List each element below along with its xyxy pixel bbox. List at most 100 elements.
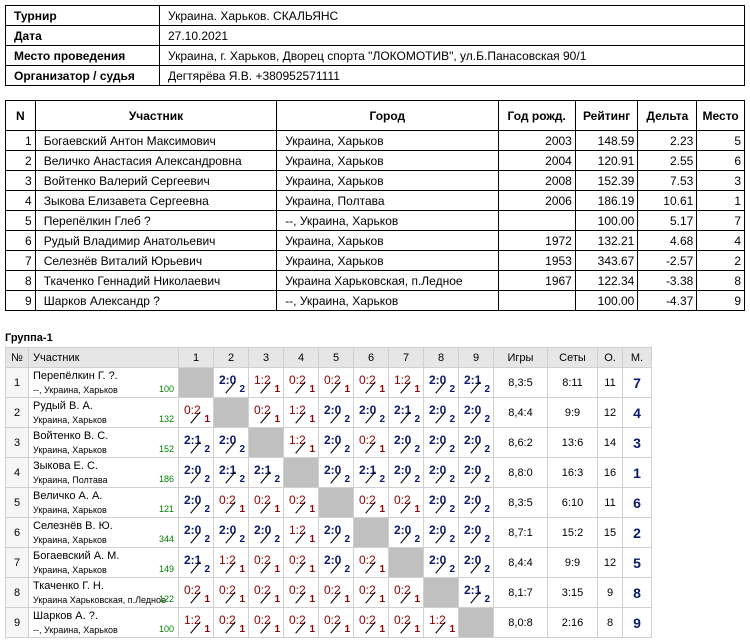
player-name: Величко А. А.: [33, 490, 103, 502]
result-cell: 2:0 2: [353, 397, 389, 428]
sets-total: 2:16: [547, 607, 598, 638]
crosstable-row: 2 Рудый В. А. Украина, Харьков 132 0:2 1 0:2 1 1…: [5, 397, 652, 428]
participant-cell: 3: [696, 170, 745, 191]
participants-header: Участник: [34, 100, 278, 131]
match-score: 2:0: [464, 433, 482, 447]
match-points: 2: [344, 444, 350, 455]
match-points: 2: [379, 474, 385, 485]
participant-cell: [497, 290, 576, 311]
player-name: Ткаченко Г. Н.: [33, 580, 104, 592]
points-total: 16: [597, 457, 623, 488]
result-cell: 2:0 2: [423, 457, 459, 488]
match-points: 2: [449, 564, 455, 575]
diagonal-cell: [458, 607, 494, 638]
participant-row: 4 Зыкова Елизавета Сергеевна Украина, Полт…: [5, 190, 745, 211]
diagonal-cell: [353, 517, 389, 548]
participant-cell: 2.55: [637, 150, 698, 171]
participant-cell: 4: [5, 190, 36, 211]
result-cell: 2:0 2: [458, 547, 494, 578]
participant-cell: 7: [5, 250, 36, 271]
result-cell: 2:0 2: [458, 427, 494, 458]
match-score: 2:0: [464, 493, 482, 507]
games-total: 8,3:5: [493, 367, 548, 398]
participant-cell: Перепёлкин Глеб ?: [34, 210, 278, 231]
info-row: Турнир Украина. Харьков. СКАЛЬЯНС: [5, 5, 745, 26]
info-label: Организатор / судья: [5, 65, 160, 86]
participant-cell: Украина Харьковская, п.Ледное: [276, 270, 499, 291]
match-points: 2: [449, 474, 455, 485]
match-score: 2:0: [324, 553, 342, 567]
match-score: 2:0: [394, 523, 412, 537]
match-points: 1: [309, 624, 315, 635]
match-points: 1: [274, 384, 280, 395]
diagonal-cell: [318, 487, 354, 518]
match-score: 2:0: [219, 523, 237, 537]
player-name: Зыкова Е. С.: [33, 460, 98, 472]
participant-cell: 8: [696, 270, 745, 291]
match-points: 1: [239, 564, 245, 575]
participants-table: N Участник Город Год рожд. Рейтинг Дельта Мест…: [5, 100, 745, 311]
col-header-opponent: 7: [388, 347, 424, 368]
col-header-points: О.: [597, 347, 623, 368]
player-city: Украина, Полтава: [33, 475, 108, 485]
games-total: 8,8:0: [493, 457, 548, 488]
result-cell: 0:2 1: [213, 487, 249, 518]
match-score: 2:1: [394, 403, 412, 417]
result-cell: 0:2 1: [318, 577, 354, 608]
match-score: 2:0: [254, 523, 272, 537]
match-points: 1: [274, 504, 280, 515]
participants-header: Год рожд.: [497, 100, 576, 131]
points-total: 9: [597, 577, 623, 608]
info-row: Дата 27.10.2021: [5, 25, 745, 46]
sets-total: 15:2: [547, 517, 598, 548]
match-points: 2: [449, 444, 455, 455]
crosstable-row: 8 Ткаченко Г. Н. Украина Харьковская, п.Ле…: [5, 577, 652, 608]
result-cell: 0:2 1: [213, 577, 249, 608]
col-header-opponent: 2: [213, 347, 249, 368]
result-cell: 2:0 2: [423, 427, 459, 458]
match-points: 2: [449, 534, 455, 545]
col-header-opponent: 6: [353, 347, 389, 368]
result-cell: 0:2 1: [318, 607, 354, 638]
result-cell: 2:1 2: [178, 427, 214, 458]
match-score: 2:0: [184, 493, 202, 507]
result-cell: 0:2 1: [248, 607, 284, 638]
participant-cell: 2: [696, 250, 745, 271]
row-number: 9: [5, 607, 29, 638]
player-rating: 100: [158, 384, 174, 394]
result-cell: 1:2 1: [178, 607, 214, 638]
participant-cell: 1953: [497, 250, 576, 271]
result-cell: 0:2 1: [283, 487, 319, 518]
participant-cell: 148.59: [574, 130, 639, 151]
result-cell: 0:2 1: [388, 487, 424, 518]
match-points: 2: [484, 384, 490, 395]
col-header-name: Участник: [28, 347, 179, 368]
match-points: 2: [344, 474, 350, 485]
row-number: 2: [5, 397, 29, 428]
result-cell: 2:0 2: [178, 487, 214, 518]
participant-cell: 186.19: [574, 190, 639, 211]
result-cell: 2:0 2: [213, 517, 249, 548]
match-points: 2: [204, 504, 210, 515]
player-city: --, Украина, Харьков: [33, 385, 118, 395]
match-points: 1: [239, 594, 245, 605]
final-place: 9: [622, 607, 652, 638]
match-points: 2: [239, 534, 245, 545]
match-score: 2:0: [324, 523, 342, 537]
match-points: 1: [204, 624, 210, 635]
match-points: 2: [449, 414, 455, 425]
match-score: 2:0: [184, 463, 202, 477]
player-name: Войтенко В. С.: [33, 430, 109, 442]
participant-cell: 120.91: [574, 150, 639, 171]
row-number: 1: [5, 367, 29, 398]
participant-cell: 1972: [497, 230, 576, 251]
player-city: Украина, Харьков: [33, 535, 107, 545]
match-points: 2: [414, 414, 420, 425]
final-place: 4: [622, 397, 652, 428]
result-cell: 2:0 2: [423, 517, 459, 548]
games-total: 8,0:8: [493, 607, 548, 638]
player-cell: Зыкова Е. С. Украина, Полтава 186: [28, 457, 179, 488]
crosstable-row: 9 Шарков А. ?. --, Украина, Харьков 100 1:2 1…: [5, 607, 652, 638]
match-points: 1: [309, 564, 315, 575]
participants-header: Дельта: [637, 100, 698, 131]
